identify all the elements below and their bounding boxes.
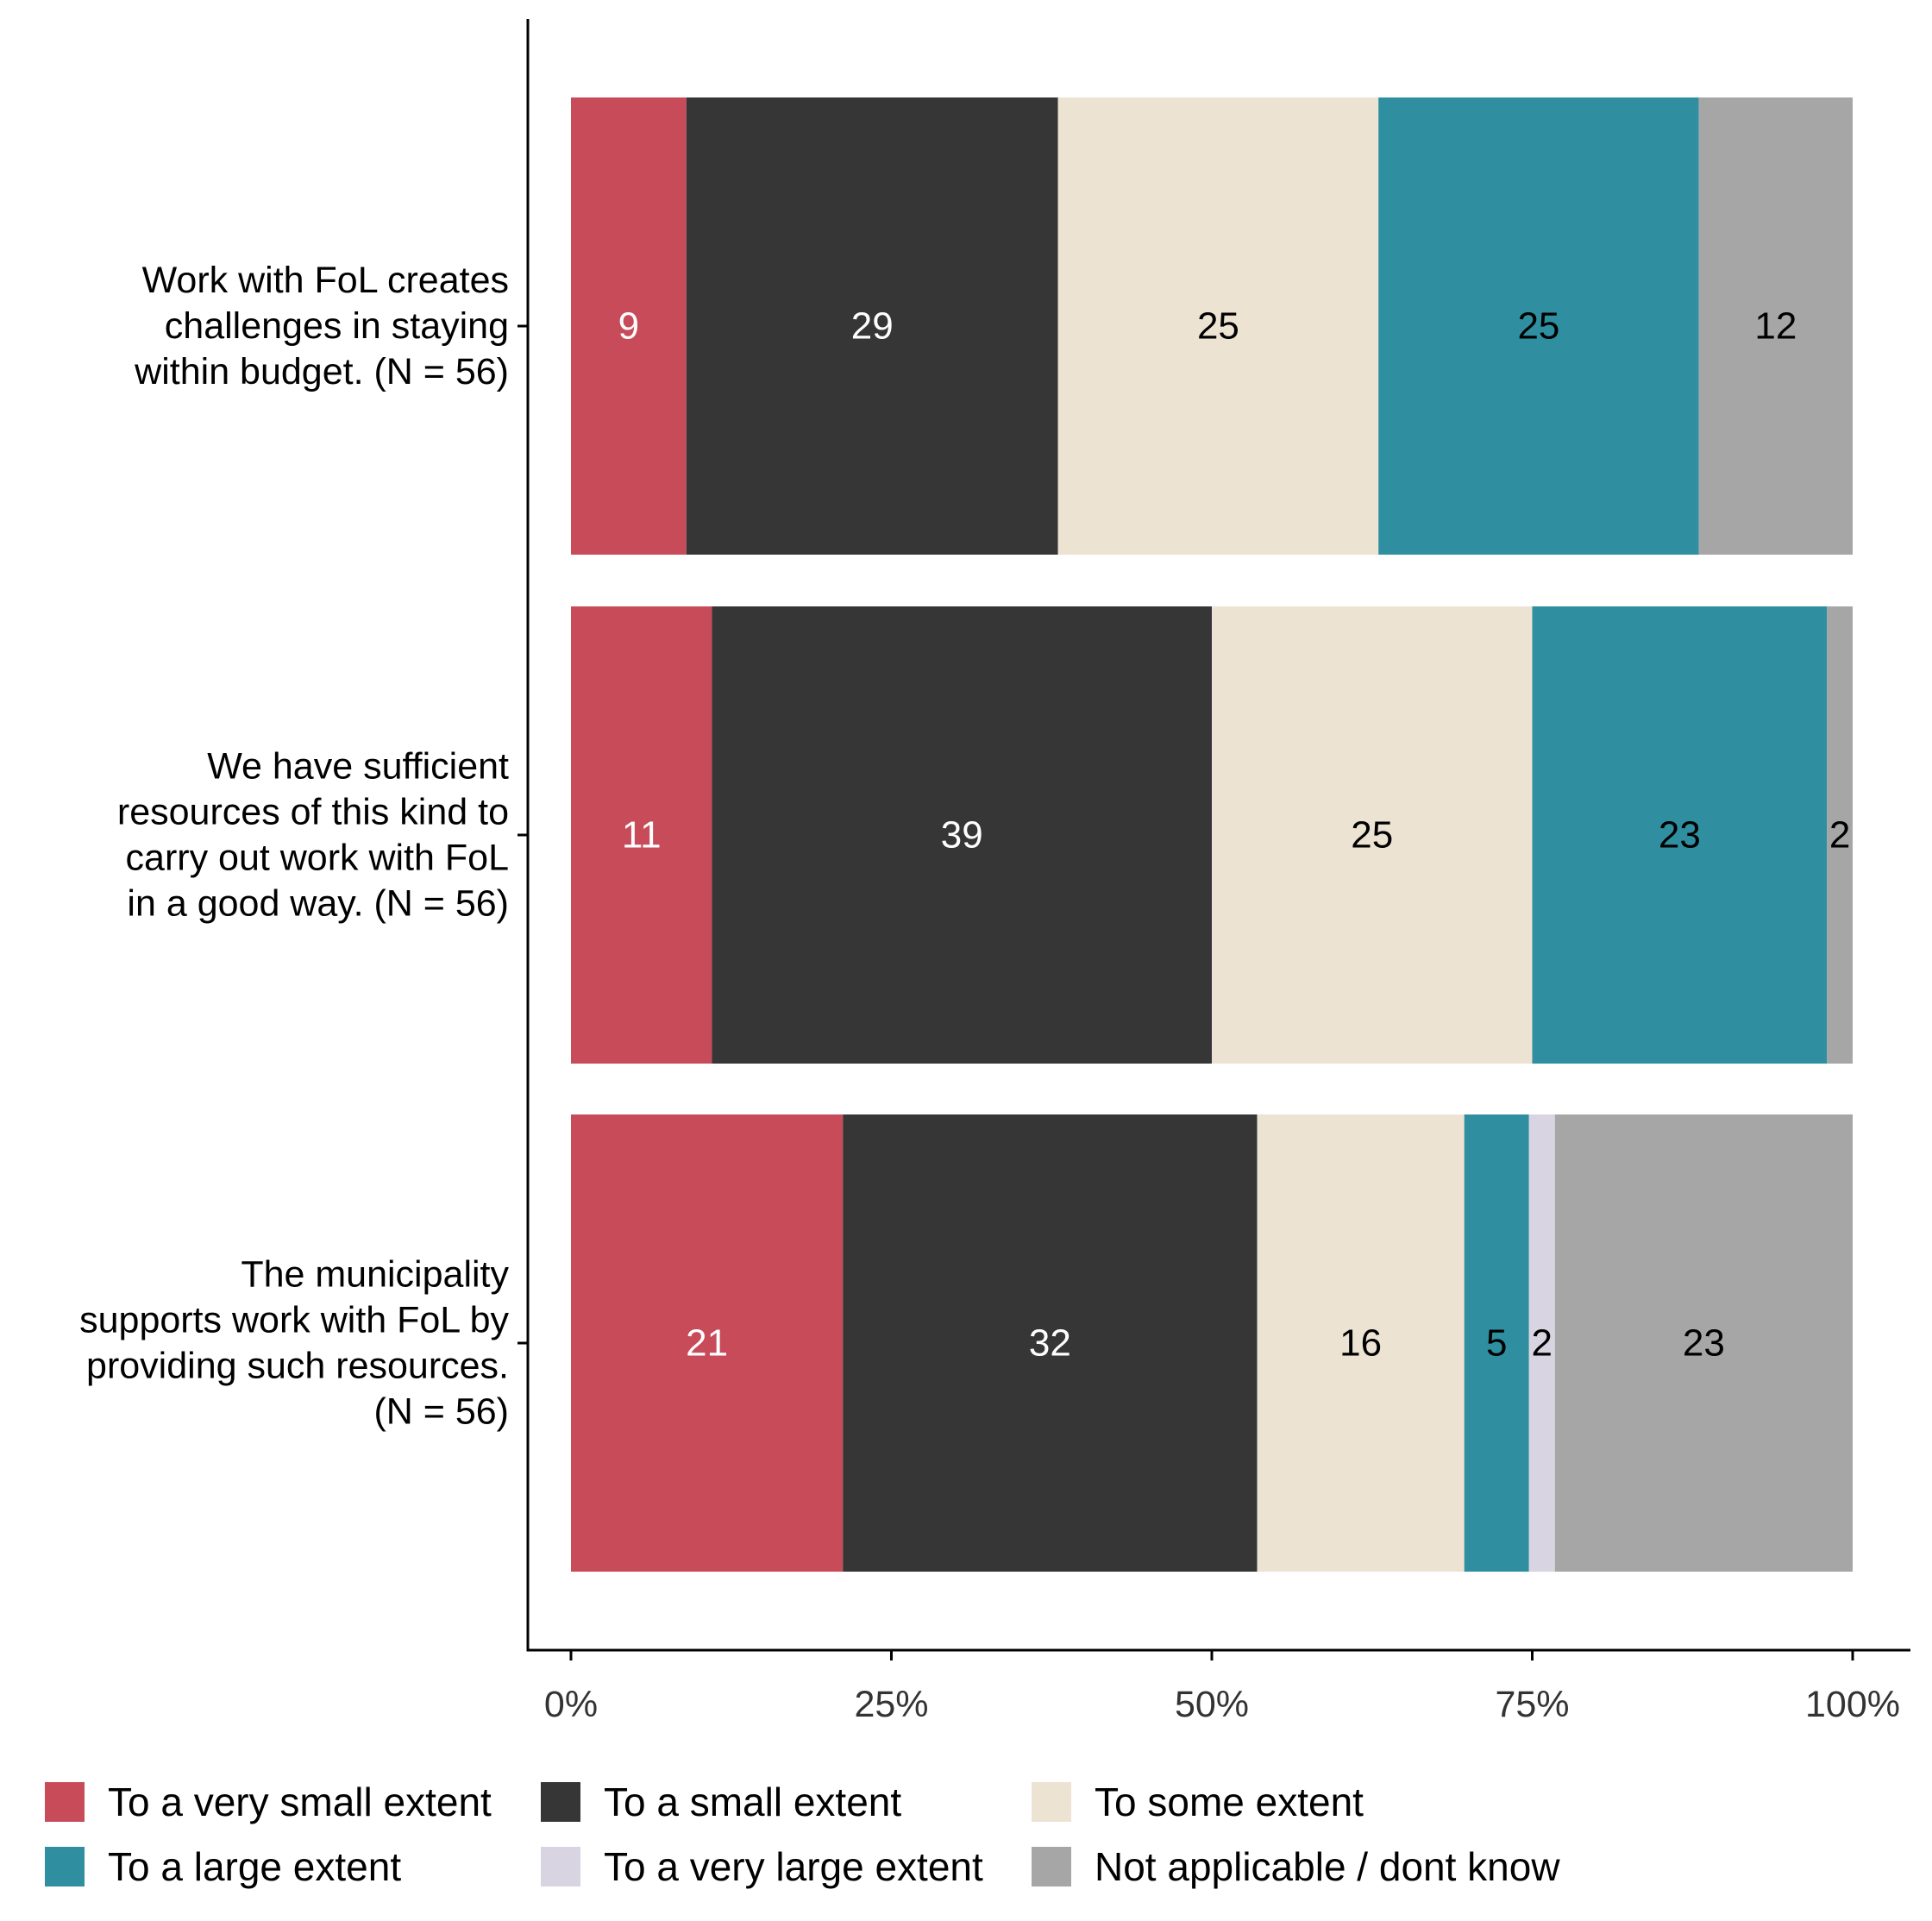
category-label-3: The municipality supports work with FoL b… <box>79 1254 509 1433</box>
x-tick-label-4: 75% <box>1495 1684 1569 1725</box>
category-label-line: (N = 56) <box>373 1391 509 1433</box>
segment-label-1-6: 12 <box>1754 305 1797 348</box>
legend-label-2: To a small extent <box>604 1780 901 1824</box>
x-tick-label-5: 100% <box>1805 1684 1900 1725</box>
legend-swatch-3 <box>1032 1782 1071 1822</box>
axes-layer <box>518 19 1910 1652</box>
category-label-line: resources of this kind to <box>117 792 509 833</box>
segment-label-1-2: 29 <box>851 305 894 348</box>
category-label-line: providing such resources. <box>86 1346 509 1387</box>
category-label-line: within budget. (N = 56) <box>134 351 509 392</box>
bar-segment-3-4 <box>1464 1114 1529 1572</box>
segment-label-3-1: 21 <box>686 1322 728 1365</box>
legend-label-5: To a very large extent <box>604 1844 983 1889</box>
bar-segment-1-6 <box>1698 97 1853 555</box>
legend-swatch-4 <box>45 1847 85 1886</box>
segment-label-3-3: 16 <box>1339 1322 1382 1365</box>
legend-swatch-2 <box>541 1782 580 1822</box>
bar-segment-3-3 <box>1257 1114 1465 1572</box>
category-label-line: We have sufficient <box>207 746 509 788</box>
bar-segment-2-6 <box>1827 606 1853 1064</box>
legend: To a very small extent To a small extent T… <box>45 1780 1560 1889</box>
segment-label-2-6: 2 <box>1829 814 1850 857</box>
legend-swatch-5 <box>541 1847 580 1886</box>
legend-label-3: To some extent <box>1095 1780 1364 1824</box>
legend-label-6: Not applicable / dont know <box>1095 1844 1560 1889</box>
bars-layer <box>571 97 1853 1572</box>
category-label-line: challenges in staying <box>165 305 509 347</box>
bar-segment-1-1 <box>571 97 687 555</box>
x-ticks-layer: 0% 25% 50% 75% 100% <box>544 1650 1900 1725</box>
bar-segment-3-1 <box>571 1114 844 1572</box>
legend-label-4: To a large extent <box>108 1844 401 1889</box>
category-label-line: supports work with FoL by <box>79 1300 509 1341</box>
category-label-line: carry out work with FoL <box>126 838 509 879</box>
segment-label-3-5: 2 <box>1532 1322 1552 1365</box>
segment-label-3-2: 32 <box>1029 1322 1071 1365</box>
segment-label-2-2: 39 <box>941 814 983 857</box>
x-tick-label-2: 25% <box>854 1684 928 1725</box>
bar-segment-1-4 <box>1378 97 1699 555</box>
bar-segment-2-3 <box>1212 606 1533 1064</box>
segment-label-1-4: 25 <box>1517 305 1559 348</box>
segment-label-1-1: 9 <box>618 305 639 348</box>
category-label-line: The municipality <box>241 1254 509 1296</box>
x-tick-label-1: 0% <box>544 1684 598 1725</box>
bar-segment-2-1 <box>571 606 712 1064</box>
bar-segment-1-2 <box>686 97 1058 555</box>
legend-swatch-1 <box>45 1782 85 1822</box>
bar-segment-2-4 <box>1532 606 1828 1064</box>
segment-label-3-6: 23 <box>1683 1322 1725 1365</box>
segment-label-3-4: 5 <box>1486 1322 1507 1365</box>
bar-segment-3-2 <box>843 1114 1258 1572</box>
segment-label-2-4: 23 <box>1659 814 1701 857</box>
category-label-2: We have sufficient resources of this kind… <box>117 746 509 925</box>
category-label-line: in a good way. (N = 56) <box>127 883 509 925</box>
legend-swatch-6 <box>1032 1847 1071 1886</box>
segment-label-2-1: 11 <box>622 814 662 857</box>
category-labels-layer: Work with FoL creates challenges in stayi… <box>79 260 509 1433</box>
legend-label-1: To a very small extent <box>108 1780 492 1824</box>
bar-segment-1-3 <box>1057 97 1379 555</box>
segment-label-2-3: 25 <box>1351 814 1393 857</box>
category-label-line: Work with FoL creates <box>142 260 509 301</box>
x-tick-label-3: 50% <box>1175 1684 1249 1725</box>
bar-segment-3-6 <box>1554 1114 1853 1572</box>
category-label-1: Work with FoL creates challenges in stayi… <box>134 260 509 392</box>
segment-label-1-3: 25 <box>1197 305 1239 348</box>
bar-segment-3-5 <box>1528 1114 1555 1572</box>
bar-segment-2-2 <box>712 606 1212 1064</box>
